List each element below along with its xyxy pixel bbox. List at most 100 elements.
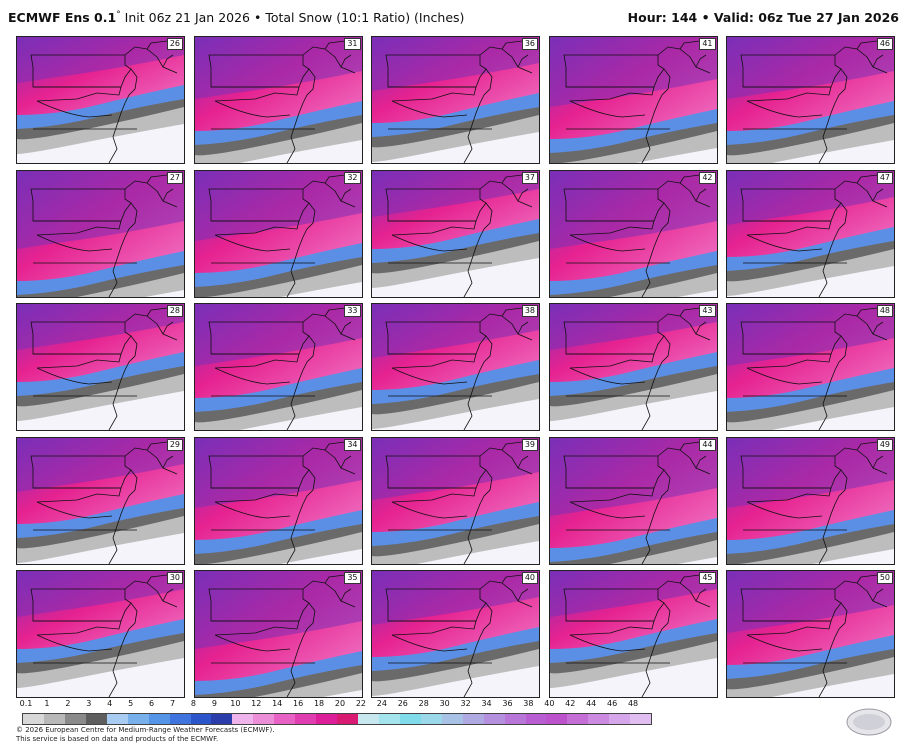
ensemble-member-panel: 33 (193, 303, 363, 431)
ensemble-member-panel: 39 (371, 436, 540, 565)
colorbar-tick-label: 30 (439, 699, 450, 708)
ensemble-member-panel: 32 (193, 169, 363, 298)
colorbar-tick-label: 44 (586, 699, 597, 708)
model-name: ECMWF Ens 0.1 (8, 10, 117, 25)
colorbar-tick-label: 22 (355, 699, 367, 708)
colorbar-swatch (567, 714, 589, 724)
member-number-label: 43 (699, 305, 716, 317)
ensemble-member-panel: 48 (726, 303, 895, 431)
ensemble-member-panel: 47 (726, 169, 895, 298)
colorbar-swatch (295, 714, 317, 724)
snowfall-map (549, 304, 717, 430)
ensemble-member-panel: 44 (548, 436, 718, 565)
colorbar-swatch (358, 714, 379, 724)
member-number-label: 48 (876, 305, 893, 317)
ensemble-panel-grid: 26 31 (16, 36, 898, 698)
colorbar-tick-label: 42 (565, 699, 576, 708)
member-number-label: 41 (699, 38, 716, 50)
colorbar-swatch (441, 714, 463, 724)
colorbar-tick-label: 32 (460, 699, 471, 708)
colorbar-tick-label: 26 (397, 699, 408, 708)
snowfall-map (372, 170, 539, 297)
colorbar-tick-label: 4 (107, 699, 113, 708)
member-number-label: 26 (166, 38, 183, 50)
colorbar-swatch (23, 714, 44, 724)
member-number-label: 42 (699, 171, 716, 184)
colorbar-tick-label: 5 (128, 699, 134, 708)
snowfall-map (194, 437, 362, 564)
member-number-label: 29 (166, 438, 183, 451)
colorbar-swatch (546, 714, 568, 724)
colorbar-swatch (85, 714, 107, 724)
weatherbell-logo (846, 708, 892, 736)
snowfall-map (549, 170, 717, 297)
snowfall-map (727, 571, 894, 697)
ensemble-member-panel: 40 (371, 570, 540, 698)
colorbar-tick-label: 8 (190, 699, 196, 708)
colorbar-tick-label: 10 (230, 699, 241, 708)
member-number-label: 35 (344, 572, 361, 584)
snowfall-map (17, 571, 184, 697)
ensemble-member-panel: 46 (726, 36, 895, 164)
colorbar-tick-label: 20 (334, 699, 346, 708)
colorbar-swatch (106, 714, 128, 724)
snowfall-map (372, 37, 539, 163)
colorbar-swatch (64, 714, 86, 724)
colorbar-swatch (420, 714, 442, 724)
member-number-label: 47 (876, 171, 893, 184)
map-header: ECMWF Ens 0.1° Init 06z 21 Jan 2026 • To… (0, 0, 913, 34)
ensemble-member-panel: 26 (16, 36, 185, 164)
snowfall-map (549, 437, 717, 564)
colorbar-swatch (316, 714, 338, 724)
snowfall-map (194, 170, 362, 297)
colorbar-tick-label: 7 (169, 699, 176, 708)
colorbar-swatch (274, 714, 296, 724)
ensemble-member-panel: 35 (193, 570, 363, 698)
colorbar-swatch (609, 714, 631, 724)
colorbar-swatch (190, 714, 212, 724)
colorbar-swatch (525, 714, 547, 724)
colorbar-swatch (378, 714, 400, 724)
colorbar-tick-label: 0.1 (19, 699, 33, 708)
member-number-label: 50 (876, 572, 893, 584)
ensemble-member-panel: 31 (193, 36, 363, 164)
colorbar-swatch (148, 714, 170, 724)
colorbar-swatch (43, 714, 65, 724)
snowfall-map (549, 37, 717, 163)
colorbar-swatch (588, 714, 610, 724)
snowfall-map (549, 571, 717, 697)
colorbar-tick-label: 36 (502, 699, 513, 708)
member-number-label: 33 (344, 305, 361, 317)
valid-time: Hour: 144 • Valid: 06z Tue 27 Jan 2026 (627, 10, 899, 25)
footer-notice: This service is based on data and produc… (16, 735, 219, 743)
member-number-label: 46 (876, 38, 893, 50)
ensemble-member-panel: 34 (193, 436, 363, 565)
ensemble-member-panel: 29 (16, 436, 185, 565)
colorbar-swatch (253, 714, 275, 724)
member-number-label: 44 (699, 438, 716, 451)
member-number-label: 45 (699, 572, 716, 584)
ensemble-member-panel: 28 (16, 303, 185, 431)
colorbar-tick-label: 12 (251, 699, 262, 708)
member-number-label: 30 (166, 572, 183, 584)
member-number-label: 28 (166, 305, 183, 317)
colorbar-swatch (462, 714, 484, 724)
colorbar-swatch (127, 714, 149, 724)
colorbar-tick-label: 46 (607, 699, 618, 708)
colorbar-tick-label: 1 (44, 699, 50, 708)
colorbar-swatch (399, 714, 421, 724)
colorbar-tick-label: 9 (211, 699, 217, 708)
ensemble-member-panel: 41 (548, 36, 718, 164)
snowfall-map (372, 437, 539, 564)
snowfall-map (727, 437, 894, 564)
member-number-label: 38 (521, 305, 538, 317)
colorbar-swatch (483, 714, 505, 724)
snowfall-map (727, 170, 894, 297)
map-title: ECMWF Ens 0.1° Init 06z 21 Jan 2026 • To… (8, 10, 464, 25)
colorbar-swatch (504, 714, 526, 724)
snowfall-map (727, 304, 894, 430)
ensemble-member-panel: 36 (371, 36, 540, 164)
member-number-label: 39 (521, 438, 538, 451)
colorbar-tick-label: 28 (418, 699, 429, 708)
snowfall-map (17, 170, 184, 297)
